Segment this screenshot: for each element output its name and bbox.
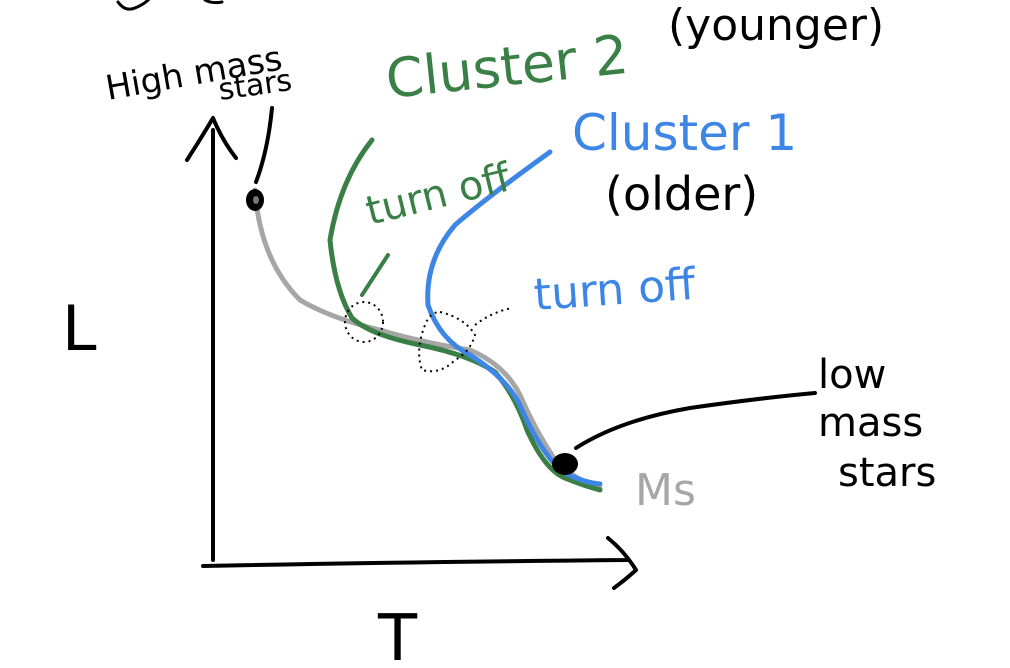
low-mass-label-line2: mass <box>818 400 923 446</box>
cluster1-note: (older) <box>605 167 758 221</box>
main-sequence-label: Ms <box>635 465 696 516</box>
cluster1-turnoff-dotted-pointer <box>474 307 513 326</box>
high-mass-pointer <box>254 106 274 184</box>
cluster2-turnoff-pointer <box>360 253 390 297</box>
low-mass-star-dot <box>552 453 578 475</box>
x-axis-label: T <box>377 602 418 668</box>
cluster2-note: (younger) <box>668 0 884 51</box>
x-axis <box>201 536 638 590</box>
low-mass-pointer <box>574 391 817 450</box>
cluster1-label: Cluster 1 <box>572 104 797 162</box>
main-sequence-curve <box>252 187 603 491</box>
cluster2-turnoff-label: turn off <box>361 154 516 235</box>
top-scribble <box>116 0 224 11</box>
y-axis-label: L <box>62 292 97 365</box>
low-mass-label-line1: low <box>818 352 886 398</box>
cluster2-turnoff-circle <box>344 301 384 343</box>
cluster2-label: Cluster 2 <box>383 23 631 111</box>
high-mass-star-dot-center <box>253 196 259 204</box>
y-axis <box>185 116 238 562</box>
cluster2-curve <box>327 137 603 493</box>
cluster1-turnoff-label: turn off <box>532 259 698 321</box>
low-mass-label-line3: stars <box>838 450 936 496</box>
